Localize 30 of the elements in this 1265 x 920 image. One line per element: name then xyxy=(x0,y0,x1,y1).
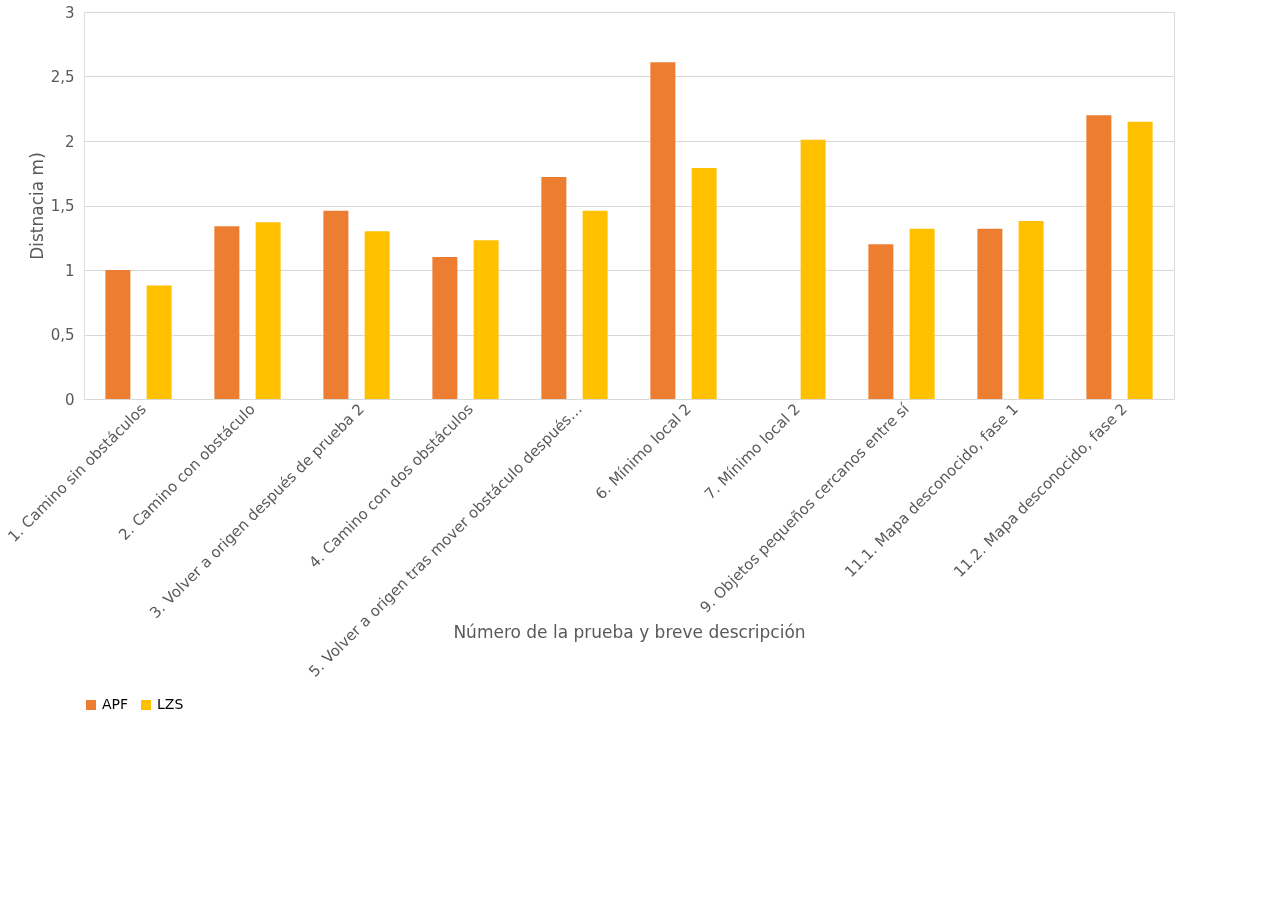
y-tick-label: 3 xyxy=(64,3,75,22)
bar xyxy=(650,62,676,399)
bar xyxy=(432,257,458,399)
y-tick-label: 2,5 xyxy=(50,68,75,86)
y-tick-label: 0,5 xyxy=(50,326,75,344)
y-tick-label: 1,5 xyxy=(50,197,75,215)
legend-label: LZS xyxy=(157,696,184,712)
bar xyxy=(691,168,717,399)
bar xyxy=(582,210,608,399)
bar xyxy=(977,228,1003,399)
bar xyxy=(214,226,240,399)
y-tick-label: 0 xyxy=(64,390,75,409)
bar xyxy=(105,270,131,399)
bar xyxy=(1086,115,1112,399)
bar xyxy=(255,222,281,399)
bar xyxy=(1127,121,1153,399)
bar xyxy=(323,210,349,399)
legend-label: APF xyxy=(102,696,129,712)
bar xyxy=(909,228,935,399)
y-tick-label: 1 xyxy=(64,261,75,280)
bar xyxy=(868,244,894,399)
y-tick-label: 2 xyxy=(64,132,75,151)
x-axis-title: Número de la prueba y breve descripción xyxy=(453,621,806,642)
y-axis-title: Distnacia m) xyxy=(26,152,47,260)
bar xyxy=(364,231,390,399)
bar xyxy=(473,240,499,399)
bar xyxy=(146,285,172,399)
bar xyxy=(1018,220,1044,399)
bar xyxy=(800,139,826,399)
bar xyxy=(541,177,567,399)
